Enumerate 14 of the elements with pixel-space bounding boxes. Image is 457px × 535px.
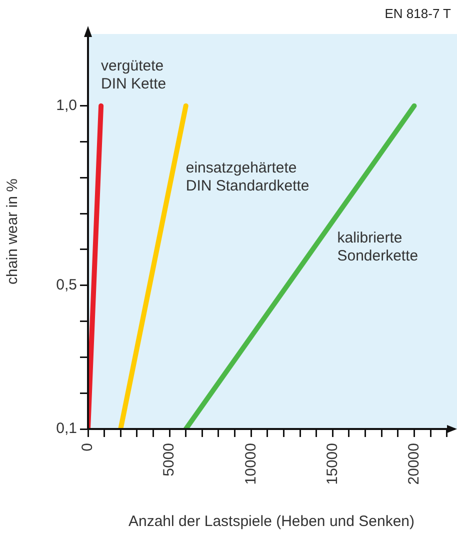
series-label: kalibrierte Sonderkette (337, 229, 418, 264)
series-label: vergütete DIN Kette (101, 57, 166, 92)
x-axis-title: Anzahl der Lastspiele (Heben und Senken) (128, 513, 415, 530)
series-label: einsatzgehärtete DIN Standardkette (186, 159, 310, 194)
x-tick-label: 0 (79, 443, 96, 452)
x-tick-label: 5000 (160, 443, 178, 476)
y-tick-label: 0,1 (56, 420, 77, 438)
y-tick-label: 1,0 (56, 96, 77, 114)
y-tick-label: 0,5 (56, 276, 77, 294)
y-axis-title: chain wear in % (4, 178, 22, 284)
x-tick-label: 10000 (242, 443, 260, 485)
x-tick-label: 20000 (405, 443, 422, 485)
x-tick-label: 15000 (324, 443, 341, 485)
text: EN 818-7 T (384, 6, 452, 22)
